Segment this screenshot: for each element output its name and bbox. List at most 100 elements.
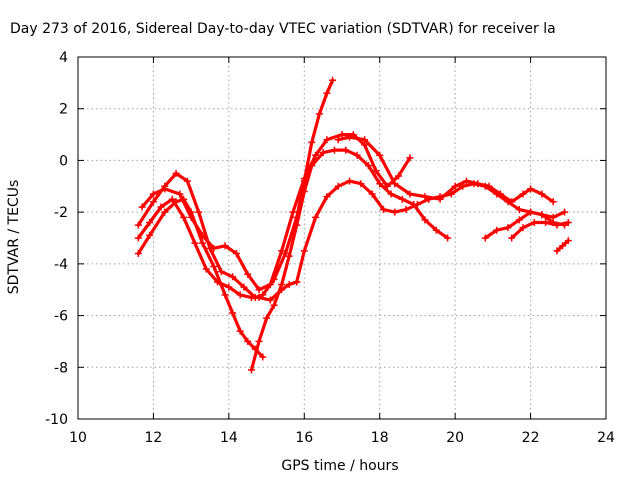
data-point [553, 221, 561, 229]
y-tick-label: -10 [45, 412, 68, 428]
data-point [210, 262, 218, 270]
data-point [346, 177, 354, 185]
data-point [462, 177, 470, 185]
data-point [413, 200, 421, 208]
data-point [379, 206, 387, 214]
data-point [323, 193, 331, 201]
y-tick-label: -8 [54, 360, 68, 376]
data-point [436, 195, 444, 203]
data-point [338, 131, 346, 139]
data-series [334, 133, 557, 206]
data-series [138, 131, 414, 294]
data-point [202, 265, 210, 273]
data-point [270, 301, 278, 309]
data-point [157, 203, 165, 211]
data-point [138, 203, 146, 211]
data-point [210, 244, 218, 252]
data-point [493, 226, 501, 234]
data-point [323, 136, 331, 144]
data-point [221, 242, 229, 250]
data-point [300, 187, 308, 195]
data-point [481, 234, 489, 242]
data-point [168, 195, 176, 203]
data-point [161, 208, 169, 216]
data-point [376, 180, 384, 188]
data-point [372, 167, 380, 175]
data-point [496, 190, 504, 198]
data-point [236, 291, 244, 299]
y-tick-label: -2 [54, 205, 68, 221]
data-point [391, 180, 399, 188]
series-line [140, 133, 412, 292]
data-point [515, 216, 523, 224]
x-tick-label: 22 [522, 430, 540, 446]
data-point [244, 270, 252, 278]
data-point [391, 208, 399, 216]
data-point [293, 221, 301, 229]
data-point [149, 198, 157, 206]
data-point [398, 195, 406, 203]
data-point [221, 291, 229, 299]
data-point [334, 136, 342, 144]
series-group [134, 76, 572, 374]
data-point [538, 211, 546, 219]
data-point [217, 268, 225, 276]
data-point [172, 169, 180, 177]
y-tick-label: 0 [59, 153, 68, 169]
data-point [281, 250, 289, 258]
data-point [312, 151, 320, 159]
data-point [564, 237, 572, 245]
data-point [183, 177, 191, 185]
data-point [225, 283, 233, 291]
data-point [308, 138, 316, 146]
series-line [136, 197, 299, 302]
data-point [353, 151, 361, 159]
y-tick-label: -6 [54, 309, 68, 325]
data-point [559, 242, 567, 250]
data-point [406, 154, 414, 162]
data-point [406, 190, 414, 198]
data-point [474, 180, 482, 188]
data-point [334, 182, 342, 190]
series-line [136, 78, 335, 300]
data-point [289, 208, 297, 216]
data-point [247, 293, 255, 301]
data-point [530, 218, 538, 226]
y-tick-label: -4 [54, 257, 68, 273]
data-point [176, 190, 184, 198]
data-point [255, 337, 263, 345]
data-point [134, 234, 142, 242]
data-point [485, 182, 493, 190]
data-point [187, 213, 195, 221]
series-line [336, 135, 555, 204]
data-point [195, 208, 203, 216]
data-point [402, 206, 410, 214]
data-point [553, 247, 561, 255]
data-point [542, 218, 550, 226]
data-point [315, 110, 323, 118]
data-series [508, 218, 572, 242]
y-tick-label: 4 [59, 50, 68, 66]
data-point [214, 278, 222, 286]
data-point [421, 216, 429, 224]
x-axis-label: GPS time / hours [281, 458, 398, 474]
data-point [240, 283, 248, 291]
data-point [300, 247, 308, 255]
y-axis: -10 -8 -6 -4 -2 0 2 4 [45, 50, 606, 428]
data-point [229, 309, 237, 317]
data-point [376, 151, 384, 159]
data-point [432, 226, 440, 234]
data-point [198, 231, 206, 239]
data-point [266, 281, 274, 289]
data-point [368, 190, 376, 198]
data-point [447, 190, 455, 198]
y-tick-label: 2 [59, 102, 68, 118]
data-point [451, 182, 459, 190]
data-point [285, 252, 293, 260]
x-tick-label: 16 [295, 430, 313, 446]
data-point [244, 337, 252, 345]
data-point [549, 198, 557, 206]
data-point [146, 231, 154, 239]
x-tick-label: 24 [597, 430, 615, 446]
data-point [191, 239, 199, 247]
